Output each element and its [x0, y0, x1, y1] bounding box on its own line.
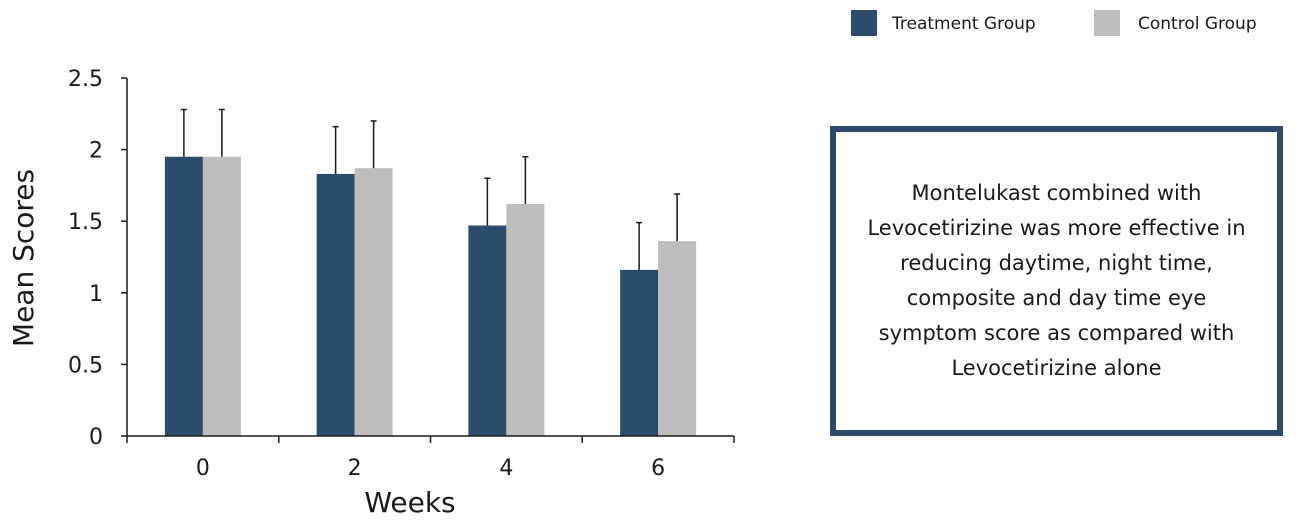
- legend-label-control: Control Group: [1138, 14, 1257, 34]
- bar-control-week-4: [506, 204, 544, 436]
- bar-control-week-0: [203, 157, 241, 436]
- error-bars-group: [181, 110, 680, 270]
- legend: Treatment Group Control Group: [851, 10, 1257, 36]
- bar-control-week-2: [355, 168, 393, 436]
- bars-group: [165, 157, 696, 436]
- annotation-text: Montelukast combined with Levocetirizine…: [857, 176, 1257, 386]
- y-tick-label: 1: [89, 282, 103, 307]
- x-tick-label: 4: [499, 456, 513, 481]
- y-tick-label: 2.5: [68, 67, 103, 92]
- legend-swatch-treatment: [851, 10, 877, 36]
- y-tick-label: 2: [89, 139, 103, 164]
- bar-treatment-week-0: [165, 157, 203, 436]
- legend-label-treatment: Treatment Group: [891, 14, 1036, 34]
- bar-treatment-week-6: [620, 270, 658, 436]
- legend-swatch-control: [1094, 10, 1120, 36]
- x-tick-label: 0: [196, 456, 210, 481]
- x-tick-label: 6: [651, 456, 665, 481]
- x-tick-label: 2: [348, 456, 362, 481]
- y-tick-label: 1.5: [68, 210, 103, 235]
- x-axis-title: Weeks: [364, 486, 455, 519]
- y-axis-title: Mean Scores: [7, 169, 40, 347]
- bar-treatment-week-2: [317, 174, 355, 436]
- y-tick-label: 0.5: [68, 353, 103, 378]
- y-tick-label: 0: [89, 425, 103, 450]
- bar-treatment-week-4: [468, 225, 506, 436]
- annotation-box: Montelukast combined with Levocetirizine…: [830, 126, 1283, 436]
- bar-control-week-6: [658, 241, 696, 436]
